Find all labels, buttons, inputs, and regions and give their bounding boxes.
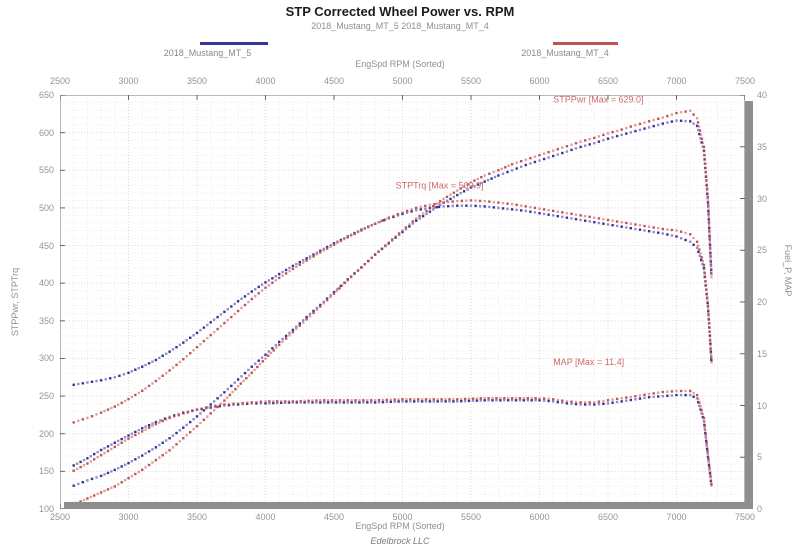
y-right-tick-label: 40 (757, 90, 768, 100)
y-left-tick-label: 100 (38, 504, 54, 514)
x-tick-label-top: 3500 (186, 76, 208, 86)
chart-subtitle: 2018_Mustang_MT_5 2018_Mustang_MT_4 (311, 21, 489, 31)
plot-canvas: STPPwr [Max = 629.0] STPTrq [Max = 509.9]… (59, 94, 746, 510)
y-left-tick-label: 250 (38, 391, 54, 402)
y-left-tick-label: 450 (38, 240, 54, 251)
x-tick-label-top: 4000 (255, 76, 276, 86)
y-axis-label-right: Fuel_P, MAP (783, 244, 793, 297)
x-tick-label-top: 2500 (49, 76, 71, 86)
y-left-tick-label: 500 (38, 202, 54, 213)
y-axis-label-left: STPPwr, STPTrq (10, 267, 20, 337)
x-tick-label-top: 7500 (734, 76, 756, 86)
max-annotation: MAP [Max = 11.4] (553, 357, 624, 367)
legend-line-mt4 (553, 42, 618, 45)
x-tick-label-bottom: 6500 (597, 512, 619, 522)
legend-label-mt5: 2018_Mustang_MT_5 (163, 48, 252, 58)
legend-line-mt5 (200, 42, 268, 45)
x-tick-label-top: 5500 (460, 76, 482, 86)
y-right-tick-label: 5 (757, 452, 763, 463)
x-tick-label-top: 6500 (597, 76, 619, 86)
y-left-tick-label: 650 (38, 90, 54, 100)
y-right-tick-label: 10 (757, 400, 768, 411)
x-tick-label-bottom: 2500 (49, 512, 71, 522)
x-axis-label-bottom: EngSpd RPM (Sorted) (355, 521, 445, 531)
y-left-tick-label: 200 (38, 428, 54, 439)
x-tick-label-bottom: 3500 (186, 512, 208, 522)
x-tick-label-bottom: 5500 (460, 512, 482, 522)
y-right-tick-label: 35 (757, 141, 768, 152)
x-tick-label-bottom: 7000 (666, 512, 687, 522)
x-tick-label-bottom: 3000 (118, 512, 139, 522)
series-STPPwr-2018_Mustang_MT_5 (72, 119, 713, 487)
x-axis-label-top: EngSpd RPM (Sorted) (355, 59, 445, 69)
x-tick-label-top: 7000 (666, 76, 687, 86)
x-tick-label-top: 4500 (323, 76, 345, 86)
y-left-tick-label: 350 (38, 315, 54, 326)
series-STPTrq-2018_Mustang_MT_4 (72, 199, 713, 424)
y-right-tick-label: 0 (757, 504, 763, 514)
x-tick-label-bottom: 5000 (392, 512, 413, 522)
series-MAP-2018_Mustang_MT_5 (72, 393, 713, 487)
y-left-tick-label: 300 (38, 353, 54, 364)
x-tick-label-top: 3000 (118, 76, 139, 86)
x-tick-label-top: 5000 (392, 76, 413, 86)
series-MAP-2018_Mustang_MT_4 (72, 389, 713, 486)
x-tick-label-bottom: 4500 (323, 512, 345, 522)
y-right-tick-label: 30 (757, 193, 768, 204)
footer-credit: Edelbrock LLC (370, 536, 430, 546)
legend-label-mt4: 2018_Mustang_MT_4 (521, 48, 609, 58)
max-annotation: STPTrq [Max = 509.9] (396, 180, 484, 190)
x-tick-label-top: 6000 (529, 76, 550, 86)
y-left-tick-label: 600 (38, 127, 54, 138)
max-annotation: STPPwr [Max = 629.0] (553, 95, 643, 105)
y-right-tick-label: 25 (757, 245, 768, 256)
x-tick-label-bottom: 7500 (734, 512, 756, 522)
y-left-tick-label: 150 (38, 466, 54, 477)
page-title: STP Corrected Wheel Power vs. RPM (285, 4, 515, 19)
plot-shadow-bar-bottom (64, 502, 753, 509)
y-left-tick-label: 400 (38, 278, 54, 289)
x-tick-label-bottom: 4000 (255, 512, 276, 522)
y-right-tick-label: 20 (757, 297, 768, 307)
series-STPPwr-2018_Mustang_MT_4 (72, 109, 713, 506)
plot-shadow-bar-right (745, 101, 753, 509)
plot-area: STPPwr [Max = 629.0] STPTrq [Max = 509.9]… (59, 94, 746, 510)
y-right-tick-label: 15 (757, 348, 768, 359)
y-left-tick-label: 550 (38, 165, 54, 176)
x-tick-label-bottom: 6000 (529, 512, 550, 522)
